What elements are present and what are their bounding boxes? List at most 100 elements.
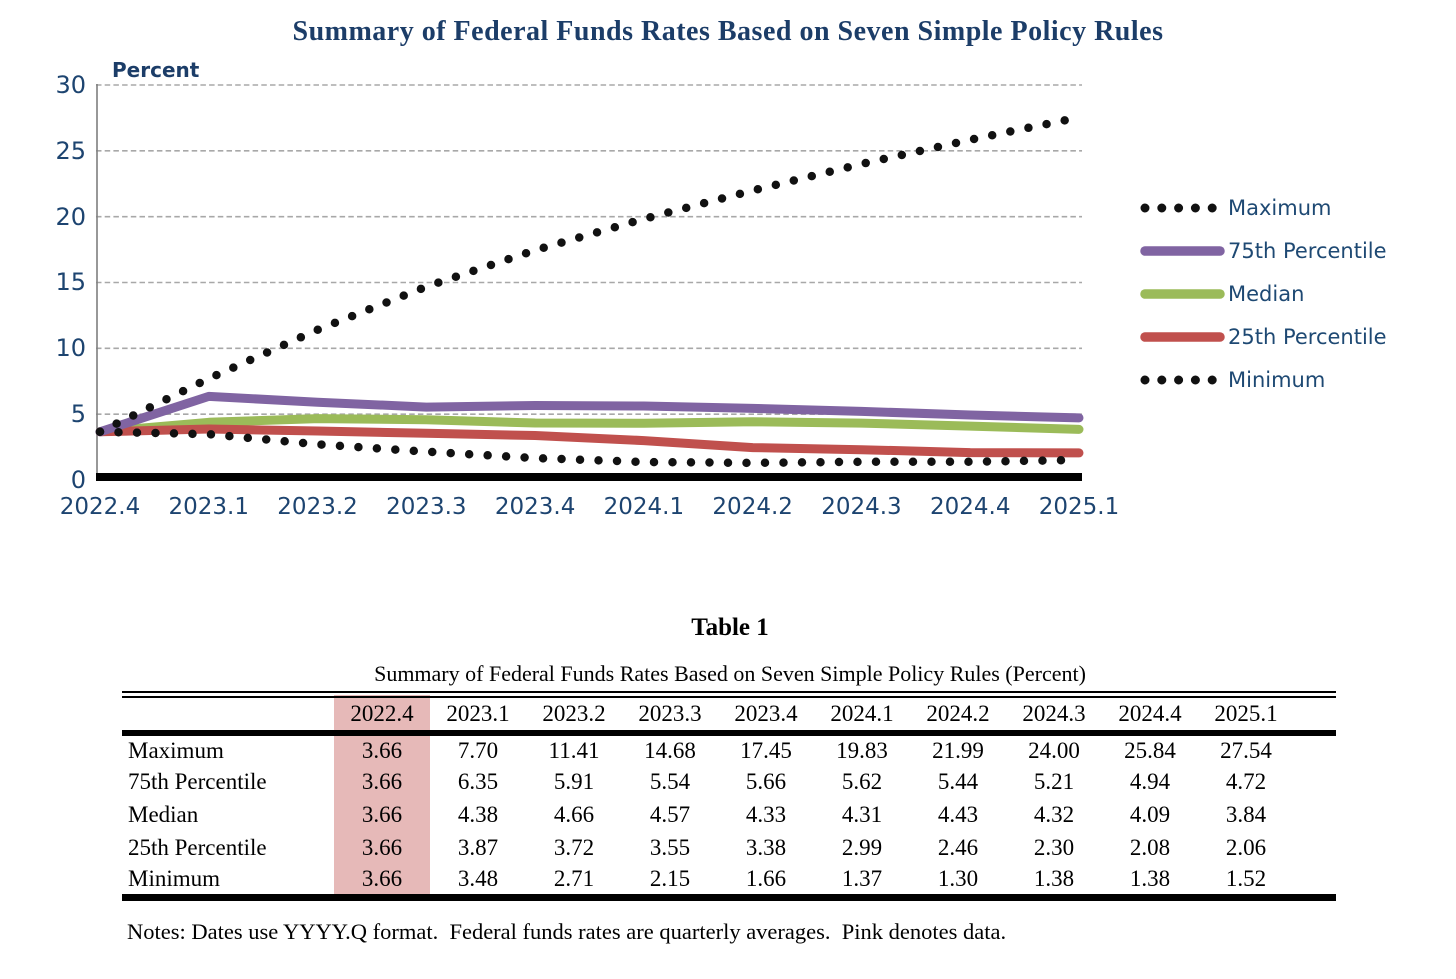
table-cell: 2.99 — [841, 835, 883, 860]
table-cell: 3.72 — [553, 835, 595, 860]
table-cell: 1.37 — [841, 866, 883, 892]
table-cell: 4.43 — [937, 802, 979, 827]
legend-item-minimum: Minimum — [1140, 368, 1440, 392]
table-cell: 3.66 — [334, 864, 430, 898]
table-header-cell-empty — [122, 695, 334, 733]
table-header-cell-2024-3: 2024.3 — [1022, 700, 1086, 726]
table-cell: 4.94 — [1129, 769, 1171, 794]
legend-label: 75th Percentile — [1228, 239, 1387, 263]
table-header-cell-2025-1: 2025.1 — [1214, 700, 1278, 726]
table-cell: 3.66 — [334, 765, 430, 799]
table-cell: 3.66 — [334, 831, 430, 865]
table-cell: 4.57 — [649, 802, 691, 827]
table-row-25th-percentile: 25th Percentile 3.66 3.87 3.72 3.55 3.38 2.99 2… — [122, 831, 1336, 865]
y-tick-label-15: 15 — [55, 268, 86, 297]
legend-item-75th-percentile: 75th Percentile — [1140, 239, 1440, 263]
x-tick-label-2024-4: 2024.4 — [929, 494, 1011, 520]
table-cell: 1.38 — [1129, 866, 1171, 892]
x-tick-label-2023-1: 2023.1 — [168, 494, 249, 520]
table-cell: 11.41 — [548, 737, 600, 763]
table-cell: 2.06 — [1225, 835, 1267, 860]
table-cell: 3.66 — [334, 732, 430, 766]
table-cell: 1.52 — [1225, 866, 1267, 892]
table-notes: Notes: Dates use YYYY.Q format. Federal … — [127, 919, 1007, 944]
table-cell: 21.99 — [932, 737, 984, 763]
table-cell: 3.84 — [1225, 802, 1267, 827]
table-cell: 2.15 — [649, 866, 691, 892]
table-subtitle: Summary of Federal Funds Rates Based on … — [374, 661, 1086, 686]
table-cell: 2.71 — [553, 866, 595, 892]
table-cell-spacer — [1294, 766, 1336, 799]
line-chart-plot — [95, 83, 1084, 481]
table-header-cell-empty — [1294, 695, 1336, 733]
table-cell: 27.54 — [1220, 737, 1272, 763]
row-label: Minimum — [128, 866, 221, 892]
table-header-row: 2022.4 2023.1 2023.2 2023.3 2023.4 2024.1 2024… — [122, 694, 1336, 733]
table-cell: 1.38 — [1033, 866, 1075, 892]
table-header-cell-2023-1: 2023.1 — [446, 700, 510, 726]
x-axis-line — [96, 473, 1082, 481]
series-line-25th-percentile — [95, 424, 1084, 458]
series-line-minimum — [95, 427, 1084, 468]
table-cell-spacer — [1294, 733, 1336, 766]
y-tick-label-5: 5 — [70, 400, 86, 429]
legend-label: Median — [1228, 282, 1305, 306]
table-header-cell-2024-4: 2024.4 — [1118, 700, 1182, 726]
table-cell-spacer — [1294, 865, 1336, 898]
legend-item-median: Median — [1140, 282, 1440, 306]
table-cell: 4.38 — [457, 802, 499, 827]
legend-item-maximum: Maximum — [1140, 196, 1440, 220]
table-cell: 1.66 — [745, 866, 787, 892]
table-row-median: Median 3.66 4.38 4.66 4.57 4.33 4.31 4.43 4.32 4.… — [122, 798, 1336, 832]
legend-label: Maximum — [1228, 196, 1332, 220]
table-cell: 24.00 — [1028, 737, 1080, 763]
table-row-minimum: Minimum 3.66 3.48 2.71 2.15 1.66 1.37 1.30 1.38 1… — [122, 864, 1336, 898]
table-header: 2022.4 2023.1 2023.2 2023.3 2023.4 2024.1 2024… — [122, 694, 1336, 733]
legend-swatch-minimum — [1140, 375, 1225, 385]
table-cell: 4.09 — [1129, 802, 1171, 827]
table-cell: 4.33 — [745, 802, 787, 827]
x-tick-label-2022-4: 2022.4 — [59, 494, 141, 520]
legend-swatch-maximum — [1140, 203, 1225, 213]
table-cell: 17.45 — [740, 737, 792, 763]
x-tick-label-2024-1: 2024.1 — [603, 494, 685, 520]
table-cell: 5.66 — [745, 769, 787, 794]
y-axis-title: Percent — [112, 58, 200, 82]
table-cell: 5.91 — [553, 769, 595, 794]
legend-swatch-75th-percentile — [1140, 246, 1225, 256]
table-header-cell-2022-4: 2022.4 — [334, 694, 430, 733]
table-header-cell-2023-2: 2023.2 — [542, 700, 606, 726]
x-tick-label-2024-3: 2024.3 — [821, 494, 902, 520]
row-label: 75th Percentile — [128, 769, 267, 794]
table-cell: 6.35 — [457, 769, 499, 794]
legend-label: Minimum — [1228, 368, 1326, 392]
x-tick-label-2025-1: 2025.1 — [1038, 494, 1120, 520]
table-cell: 3.55 — [649, 835, 691, 860]
table-cell: 19.83 — [836, 737, 888, 763]
table-cell: 4.31 — [841, 802, 883, 827]
y-tick-label-25: 25 — [55, 136, 86, 165]
table-body: Maximum 3.66 7.70 11.41 14.68 17.45 19.83 21.99… — [122, 732, 1336, 898]
table-cell-spacer — [1294, 799, 1336, 832]
table-cell: 3.87 — [457, 835, 499, 860]
table-cell: 5.21 — [1033, 769, 1075, 794]
table-title: Table 1 — [691, 614, 769, 641]
chart-title: Summary of Federal Funds Rates Based on … — [292, 16, 1164, 47]
table-cell-spacer — [1294, 832, 1336, 865]
y-tick-label-20: 20 — [55, 202, 86, 231]
x-tick-label-2023-3: 2023.3 — [386, 494, 467, 520]
legend-label: 25th Percentile — [1228, 325, 1387, 349]
y-tick-label-30: 30 — [55, 70, 86, 99]
series-line-median — [95, 414, 1084, 437]
x-tick-label-2023-2: 2023.2 — [277, 494, 358, 520]
table-header-cell-2023-4: 2023.4 — [734, 700, 798, 726]
series-line-75th-percentile — [95, 391, 1084, 437]
row-label: Median — [128, 802, 199, 827]
table-cell: 2.30 — [1033, 835, 1075, 860]
table-cell: 7.70 — [457, 737, 499, 763]
row-label: Maximum — [128, 737, 224, 763]
table-cell: 3.48 — [457, 866, 499, 892]
x-tick-label-2024-2: 2024.2 — [712, 494, 793, 520]
table-cell: 14.68 — [644, 737, 696, 763]
row-label: 25th Percentile — [128, 835, 267, 860]
